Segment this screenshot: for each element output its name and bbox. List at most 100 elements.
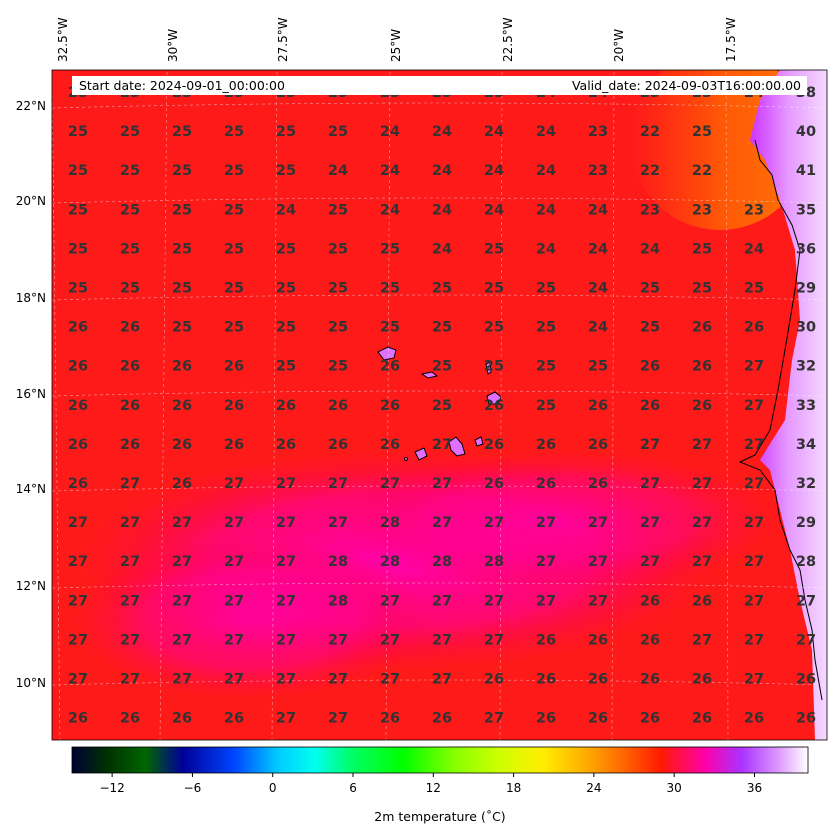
temperature-value: 27	[276, 515, 296, 531]
temperature-value: 25	[224, 241, 244, 257]
temperature-value: 27	[328, 711, 348, 727]
temperature-value: 27	[380, 632, 400, 648]
temperature-value: 28	[380, 515, 400, 531]
lat-label: 22°N	[15, 99, 46, 113]
temperature-value: 24	[536, 202, 556, 218]
lat-label: 20°N	[15, 194, 46, 208]
colorbar-tick-label: 12	[425, 781, 441, 795]
temperature-value: 23	[588, 163, 608, 179]
temperature-value: 25	[328, 359, 348, 375]
temperature-value: 26	[536, 632, 556, 648]
temperature-value: 27	[744, 476, 764, 492]
temperature-value: 27	[380, 593, 400, 609]
temperature-value: 26	[692, 320, 712, 336]
temperature-value: 27	[588, 515, 608, 531]
temperature-value: 27	[640, 515, 660, 531]
temperature-value: 26	[692, 711, 712, 727]
temperature-value: 26	[692, 593, 712, 609]
temperature-value: 24	[328, 163, 348, 179]
temperature-value: 27	[796, 632, 816, 648]
lat-label: 16°N	[15, 387, 46, 401]
temperature-value: 27	[432, 437, 452, 453]
temperature-value: 26	[68, 476, 88, 492]
temperature-value: 25	[224, 281, 244, 297]
temperature-value: 24	[744, 241, 764, 257]
lon-label: 22.5°W	[501, 17, 515, 62]
temperature-value: 27	[68, 515, 88, 531]
temperature-value: 27	[536, 593, 556, 609]
temperature-value: 27	[120, 593, 140, 609]
temperature-value: 26	[536, 476, 556, 492]
temperature-value: 25	[172, 163, 192, 179]
temperature-value: 26	[692, 398, 712, 414]
colorbar-tick-label: −12	[99, 781, 125, 795]
temperature-value: 25	[692, 281, 712, 297]
colorbar-tick-marks	[111, 773, 755, 777]
temperature-value: 24	[588, 202, 608, 218]
temperature-value: 26	[484, 476, 504, 492]
temperature-value: 27	[68, 632, 88, 648]
temperature-value: 24	[536, 163, 556, 179]
temperature-value: 27	[484, 711, 504, 727]
temperature-value: 25	[744, 281, 764, 297]
temperature-value: 27	[588, 593, 608, 609]
temperature-value: 26	[796, 672, 816, 688]
valid-date: Valid_date: 2024-09-03T16:00:00.00	[571, 78, 801, 93]
warm-region-west	[70, 540, 430, 700]
temperature-value: 25	[224, 202, 244, 218]
temperature-value: 25	[172, 124, 192, 140]
temperature-value: 27	[224, 593, 244, 609]
temperature-value: 24	[432, 202, 452, 218]
temperature-value: 26	[640, 632, 660, 648]
temperature-value: 27	[120, 476, 140, 492]
temperature-value: 26	[172, 437, 192, 453]
temperature-value: 25	[224, 163, 244, 179]
temperature-value: 26	[588, 437, 608, 453]
temperature-value: 25	[172, 241, 192, 257]
temperature-value: 24	[484, 124, 504, 140]
temperature-value: 26	[640, 359, 660, 375]
temperature-value: 26	[536, 437, 556, 453]
temperature-value: 24	[484, 202, 504, 218]
temperature-value: 26	[380, 437, 400, 453]
temperature-value: 24	[380, 163, 400, 179]
temperature-value: 25	[120, 241, 140, 257]
temperature-value: 25	[640, 281, 660, 297]
temperature-value: 27	[744, 515, 764, 531]
warm-region-east	[340, 450, 780, 590]
temperature-value: 36	[796, 241, 816, 257]
graticule	[52, 71, 827, 740]
lon-label: 27.5°W	[276, 17, 290, 62]
temperature-value: 25	[536, 320, 556, 336]
temperature-value: 27	[328, 632, 348, 648]
temperature-value: 24	[484, 163, 504, 179]
colorbar-label: 2m temperature (˚C)	[374, 809, 506, 824]
temperature-value: 27	[432, 632, 452, 648]
temperature-value: 27	[640, 476, 660, 492]
temperature-value: 22	[640, 124, 660, 140]
temperature-value: 27	[172, 515, 192, 531]
coastline	[738, 139, 823, 701]
temperature-value: 27	[224, 554, 244, 570]
temperature-value: 23	[640, 202, 660, 218]
temperature-value: 27	[276, 476, 296, 492]
temperature-value: 26	[68, 711, 88, 727]
temperature-value: 29	[796, 281, 816, 297]
temperature-value: 27	[172, 672, 192, 688]
colorbar	[71, 746, 809, 774]
colorbar-tick-label: −6	[183, 781, 202, 795]
temperature-value: 25	[172, 202, 192, 218]
temperature-value: 41	[796, 163, 816, 179]
colorbar-tick-label: 30	[666, 781, 682, 795]
temperature-value: 26	[484, 398, 504, 414]
temperature-value: 23	[744, 202, 764, 218]
temperature-value: 26	[536, 672, 556, 688]
temperature-value: 25	[432, 398, 452, 414]
temperature-value: 27	[276, 711, 296, 727]
temperature-value: 27	[744, 593, 764, 609]
temperature-field: 2525252525252525252424232324382525252525…	[52, 70, 827, 740]
info-box: Start date: 2024-09-01_00:00:00 Valid_da…	[72, 76, 807, 95]
temperature-value: 23	[692, 202, 712, 218]
temperature-value: 24	[536, 241, 556, 257]
temperature-value: 26	[328, 437, 348, 453]
